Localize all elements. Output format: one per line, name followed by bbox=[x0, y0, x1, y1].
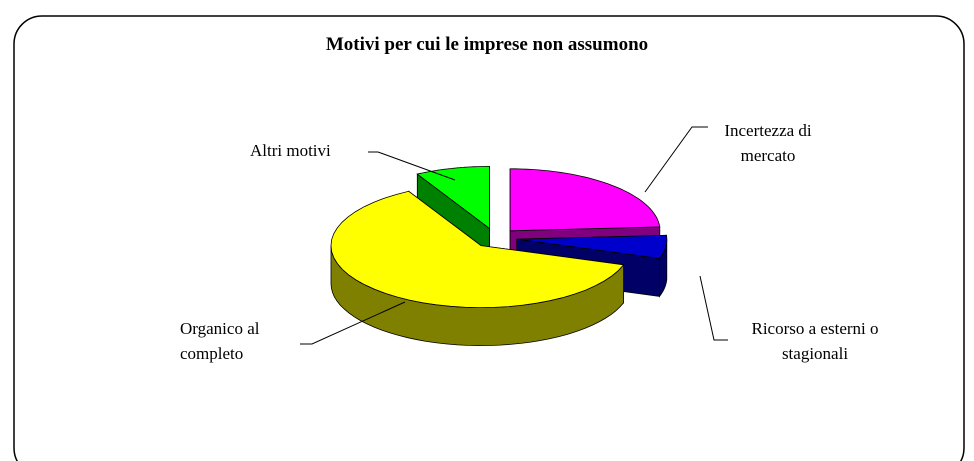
slice bbox=[416, 165, 490, 230]
slice-label: Incertezza di mercato bbox=[724, 121, 812, 165]
leader-line bbox=[699, 275, 728, 341]
pie bbox=[330, 165, 668, 347]
slice-label: Altri motivi bbox=[250, 141, 331, 160]
slice bbox=[509, 168, 661, 232]
slice bbox=[516, 234, 668, 259]
chart-title: Motivi per cui le imprese non assumono bbox=[325, 34, 649, 55]
leader-line bbox=[300, 301, 406, 345]
leader-lines bbox=[300, 126, 728, 345]
leader-line bbox=[644, 126, 708, 193]
slice bbox=[330, 190, 625, 309]
leader-line bbox=[368, 151, 456, 181]
slice-label: Ricorso a esterni o stagionali bbox=[751, 319, 879, 363]
slice-label: Organico al completo bbox=[180, 319, 260, 363]
